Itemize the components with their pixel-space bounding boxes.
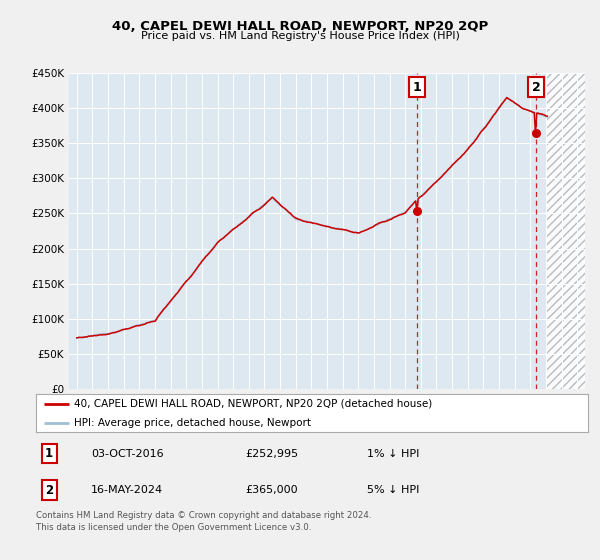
Text: 1% ↓ HPI: 1% ↓ HPI [367, 449, 419, 459]
Text: £365,000: £365,000 [246, 485, 298, 495]
Text: This data is licensed under the Open Government Licence v3.0.: This data is licensed under the Open Gov… [36, 523, 311, 532]
Text: 40, CAPEL DEWI HALL ROAD, NEWPORT, NP20 2QP (detached house): 40, CAPEL DEWI HALL ROAD, NEWPORT, NP20 … [74, 399, 432, 409]
Text: HPI: Average price, detached house, Newport: HPI: Average price, detached house, Newp… [74, 418, 311, 428]
Text: 40, CAPEL DEWI HALL ROAD, NEWPORT, NP20 2QP: 40, CAPEL DEWI HALL ROAD, NEWPORT, NP20 … [112, 20, 488, 32]
Text: 2: 2 [532, 81, 541, 94]
Text: 5% ↓ HPI: 5% ↓ HPI [367, 485, 419, 495]
Text: 2: 2 [45, 483, 53, 497]
Text: Contains HM Land Registry data © Crown copyright and database right 2024.: Contains HM Land Registry data © Crown c… [36, 511, 371, 520]
Text: 1: 1 [45, 447, 53, 460]
Text: 1: 1 [413, 81, 421, 94]
Text: 16-MAY-2024: 16-MAY-2024 [91, 485, 163, 495]
Text: 03-OCT-2016: 03-OCT-2016 [91, 449, 164, 459]
Text: £252,995: £252,995 [246, 449, 299, 459]
Text: Price paid vs. HM Land Registry's House Price Index (HPI): Price paid vs. HM Land Registry's House … [140, 31, 460, 41]
